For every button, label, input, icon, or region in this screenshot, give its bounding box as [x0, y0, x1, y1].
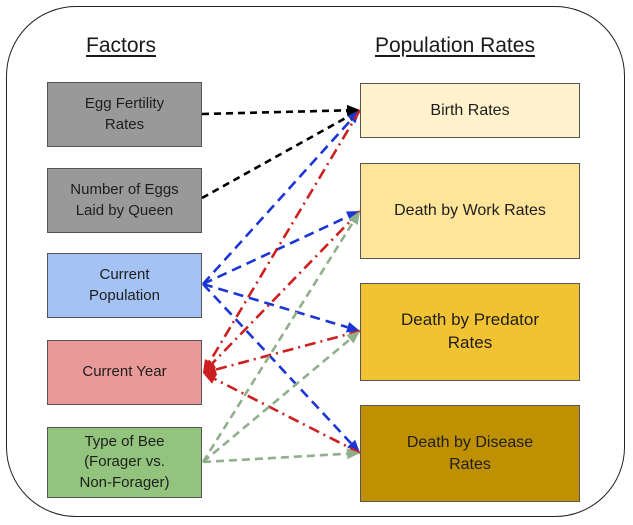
factors-heading: Factors [86, 34, 157, 57]
arrowhead-pred-to-year [203, 364, 217, 375]
rate-death-by-work: Death by Work Rates [360, 163, 580, 259]
arrow-work-to-year [211, 210, 361, 365]
population-rates-heading: Population Rates [375, 34, 535, 57]
factor-current-population: Current Population [47, 253, 202, 318]
arrow-pop-to-dis [202, 283, 353, 445]
rate-birth: Birth Rates [360, 83, 580, 138]
arrowhead-type-to-pred [346, 331, 360, 344]
rate-death-by-disease: Death by Disease Rates [360, 405, 580, 502]
arrow-type-to-dis [202, 452, 348, 464]
arrowhead-pop-to-pred [345, 322, 360, 333]
arrow-egg-to-birth [201, 109, 348, 116]
factor-egg-fertility-rates: Egg Fertility Rates [47, 82, 202, 147]
arrow-dis-to-year [213, 377, 361, 455]
arrow-pop-to-birth [202, 118, 353, 285]
arrowhead-work-to-year [203, 359, 216, 373]
arrowhead-dis-to-year [203, 373, 218, 384]
arrow-pred-to-year [215, 329, 361, 371]
factor-current-year: Current Year [47, 340, 202, 405]
arrow-type-to-work [201, 221, 355, 463]
arrowhead-type-to-work [348, 211, 360, 225]
factor-number-of-eggs: Number of Eggs Laid by Queen [47, 168, 202, 233]
arrow-pop-to-pred [202, 282, 348, 329]
rate-death-by-predator: Death by Predator Rates [360, 283, 580, 381]
arrow-eggs-to-birth [201, 115, 350, 200]
factor-type-of-bee: Type of Bee (Forager vs. Non-Forager) [47, 427, 202, 498]
arrow-birth-to-year [208, 109, 362, 363]
arrowhead-type-to-dis [346, 448, 360, 460]
arrow-type-to-pred [202, 338, 351, 463]
arrowhead-pop-to-dis [347, 439, 360, 453]
